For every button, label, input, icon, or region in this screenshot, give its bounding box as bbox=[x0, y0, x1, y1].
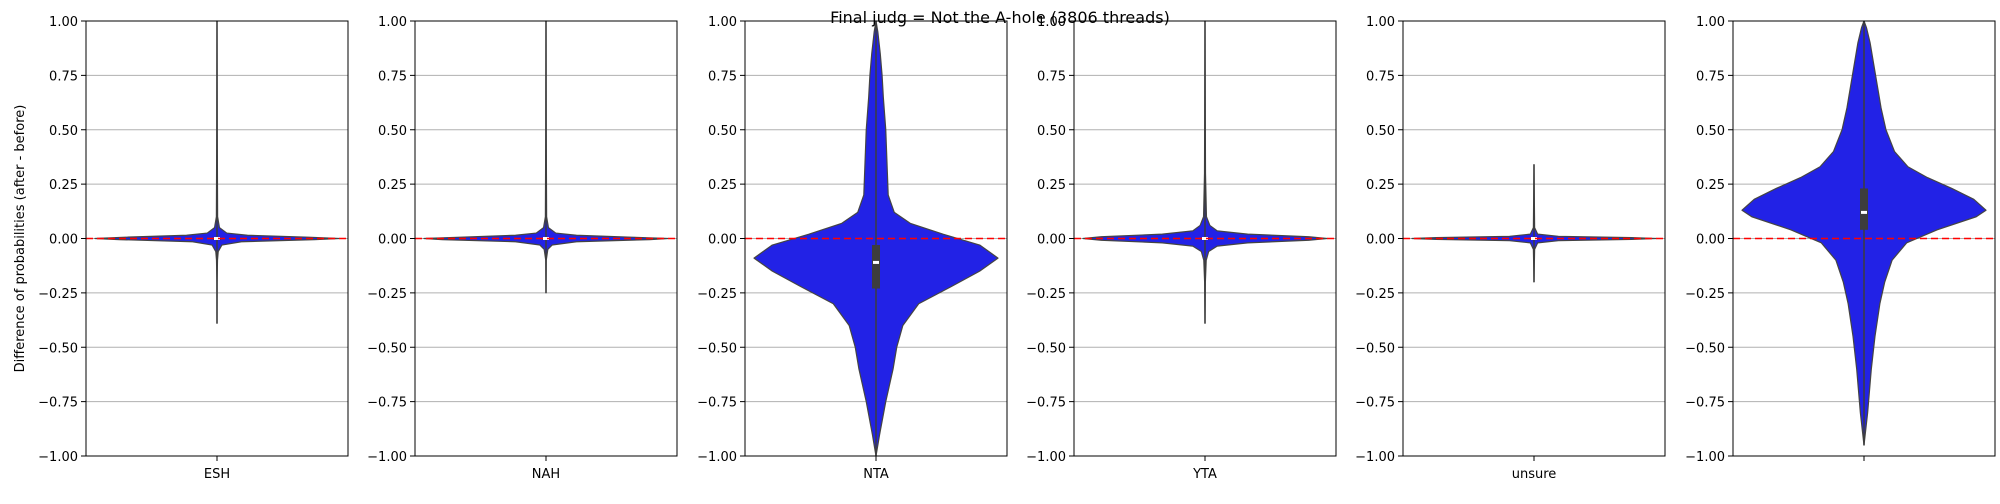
y-tick-label: 0.75 bbox=[1366, 69, 1395, 84]
y-tick-label: 0.25 bbox=[1037, 178, 1066, 193]
subplot-NTA: 1.00 0.75 0.50 0.25 0.00 −0.25 −0.50 −0.75 −1.00… bbox=[697, 15, 1008, 482]
y-tick-label: −0.75 bbox=[1685, 396, 1725, 411]
y-tick-label: 1.00 bbox=[708, 15, 737, 30]
subplot-ESH: 1.00 0.75 0.50 0.25 0.00 −0.25 −0.50 −0.75 −1.00… bbox=[38, 15, 349, 482]
y-tick-label: 0.00 bbox=[708, 233, 737, 248]
y-tick-label: −1.00 bbox=[38, 450, 78, 465]
y-tick-label: −1.00 bbox=[367, 450, 407, 465]
y-tick-label: 0.00 bbox=[1696, 233, 1725, 248]
y-tick-label: 0.50 bbox=[1366, 124, 1395, 139]
x-tick-label: unsure bbox=[1512, 467, 1557, 482]
y-tick-label: 1.00 bbox=[1037, 15, 1066, 30]
violin-median bbox=[1861, 210, 1867, 214]
y-tick-label: 1.00 bbox=[1696, 15, 1725, 30]
y-tick-label: −0.25 bbox=[1355, 287, 1395, 302]
y-tick-label: −0.25 bbox=[697, 287, 737, 302]
violin-median bbox=[873, 260, 879, 264]
y-tick-label: −1.00 bbox=[1355, 450, 1395, 465]
y-tick-label: −0.75 bbox=[38, 396, 78, 411]
y-tick-label: −0.50 bbox=[1685, 341, 1725, 356]
y-tick-label: −1.00 bbox=[1685, 450, 1725, 465]
y-tick-label: 0.75 bbox=[378, 69, 407, 84]
subplot-unlabeled: 1.00 0.75 0.50 0.25 0.00 −0.25 −0.50 −0.75 −1.00 bbox=[1685, 15, 1996, 465]
y-tick-label: 0.25 bbox=[49, 178, 78, 193]
y-tick-label: −0.75 bbox=[1355, 396, 1395, 411]
y-tick-label: 0.75 bbox=[49, 69, 78, 84]
y-axis-label: Difference of probabilities (after - bef… bbox=[13, 105, 28, 373]
x-tick-label: ESH bbox=[204, 467, 230, 482]
y-tick-label: −1.00 bbox=[697, 450, 737, 465]
x-tick-label: NAH bbox=[532, 467, 560, 482]
y-tick-label: 0.50 bbox=[708, 124, 737, 139]
y-tick-label: −1.00 bbox=[1026, 450, 1066, 465]
y-tick-label: 0.75 bbox=[1696, 69, 1725, 84]
y-tick-label: −0.50 bbox=[38, 341, 78, 356]
y-tick-label: −0.25 bbox=[1026, 287, 1066, 302]
y-tick-label: −0.50 bbox=[1355, 341, 1395, 356]
y-tick-label: 0.25 bbox=[708, 178, 737, 193]
y-tick-label: 0.50 bbox=[1696, 124, 1725, 139]
x-tick-label: YTA bbox=[1192, 467, 1217, 482]
violin-median bbox=[1202, 237, 1208, 240]
y-tick-label: 0.25 bbox=[1366, 178, 1395, 193]
violin-iqr-box bbox=[1860, 188, 1868, 230]
y-tick-label: 0.50 bbox=[49, 124, 78, 139]
y-tick-label: 0.50 bbox=[378, 124, 407, 139]
subplot-YTA: 1.00 0.75 0.50 0.25 0.00 −0.25 −0.50 −0.75 −1.00… bbox=[1026, 15, 1337, 482]
violin-median bbox=[214, 237, 220, 240]
y-tick-label: 0.50 bbox=[1037, 124, 1066, 139]
y-tick-label: −0.25 bbox=[38, 287, 78, 302]
subplot-unsure: 1.00 0.75 0.50 0.25 0.00 −0.25 −0.50 −0.75 −1.00… bbox=[1355, 15, 1666, 482]
violin-median bbox=[1531, 237, 1537, 240]
y-tick-label: 0.25 bbox=[1696, 178, 1725, 193]
y-tick-label: −0.25 bbox=[1685, 287, 1725, 302]
y-tick-label: 0.00 bbox=[49, 233, 78, 248]
y-tick-label: −0.50 bbox=[1026, 341, 1066, 356]
y-tick-label: 0.00 bbox=[378, 233, 407, 248]
violin-iqr-box bbox=[872, 245, 880, 289]
y-tick-label: 1.00 bbox=[49, 15, 78, 30]
y-tick-label: −0.75 bbox=[1026, 396, 1066, 411]
y-tick-label: 1.00 bbox=[378, 15, 407, 30]
violin-median bbox=[543, 237, 549, 240]
y-tick-label: −0.75 bbox=[697, 396, 737, 411]
x-tick-label: NTA bbox=[863, 467, 889, 482]
y-tick-label: 0.00 bbox=[1366, 233, 1395, 248]
y-tick-label: −0.75 bbox=[367, 396, 407, 411]
y-tick-label: −0.50 bbox=[367, 341, 407, 356]
subplot-NAH: 1.00 0.75 0.50 0.25 0.00 −0.25 −0.50 −0.75 −1.00… bbox=[367, 15, 678, 482]
y-tick-label: 0.75 bbox=[708, 69, 737, 84]
y-tick-label: 0.25 bbox=[378, 178, 407, 193]
y-tick-label: 1.00 bbox=[1366, 15, 1395, 30]
y-tick-label: −0.25 bbox=[367, 287, 407, 302]
figure-title: Final judg = Not the A-hole (3806 thread… bbox=[830, 8, 1170, 27]
y-tick-label: −0.50 bbox=[697, 341, 737, 356]
y-tick-label: 0.00 bbox=[1037, 233, 1066, 248]
y-tick-label: 0.75 bbox=[1037, 69, 1066, 84]
